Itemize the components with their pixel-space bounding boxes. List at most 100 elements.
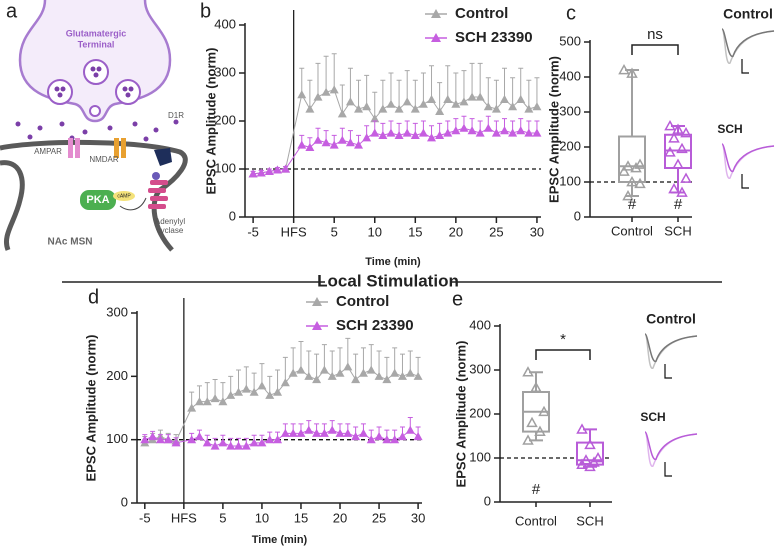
y-tick-label: 100 — [559, 173, 581, 188]
marker — [374, 432, 384, 441]
marker — [210, 394, 220, 403]
postsynaptic-membrane — [0, 160, 25, 251]
y-tick-label: 100 — [214, 160, 236, 175]
x-tick-label: 30 — [411, 510, 425, 525]
marker — [491, 104, 501, 113]
y-tick-label: 0 — [229, 208, 236, 223]
legend-marker — [312, 321, 322, 330]
marker — [362, 102, 372, 111]
error-bar — [404, 70, 410, 102]
marker — [249, 438, 259, 447]
marker — [532, 128, 542, 137]
marker — [390, 368, 400, 377]
marker — [288, 368, 298, 377]
marker — [296, 365, 306, 374]
section-title: Local Stimulation — [317, 271, 459, 290]
camp — [113, 191, 135, 201]
trace — [721, 143, 775, 172]
y-axis-label: EPSC Amplitude (norm) — [546, 56, 561, 203]
nmdar-label: NMDAR — [89, 155, 119, 164]
x-axis-label: Time (min) — [365, 256, 421, 268]
trace-label: Control — [723, 6, 773, 22]
trace-label: Control — [646, 311, 696, 327]
marker — [397, 432, 407, 441]
point — [538, 405, 550, 417]
marker — [327, 425, 337, 434]
marker — [194, 432, 204, 441]
x-tick-label: 30 — [530, 224, 544, 239]
trace — [644, 431, 698, 467]
marker — [508, 102, 518, 111]
x-tick-label: -5 — [247, 224, 259, 239]
marker — [319, 428, 329, 437]
point — [680, 172, 692, 183]
panel-label: d — [88, 286, 99, 308]
y-tick-label: 200 — [559, 138, 581, 153]
marker — [394, 130, 404, 139]
cyclase-label: cyclase — [157, 226, 184, 235]
ampar-label: AMPAR — [34, 147, 62, 156]
marker — [264, 166, 274, 175]
marker — [370, 114, 380, 123]
d1r — [154, 148, 172, 166]
pka — [80, 190, 116, 210]
error-bar — [396, 79, 402, 109]
point — [668, 132, 680, 143]
y-tick-label: 400 — [469, 317, 491, 332]
error-bar — [420, 72, 426, 105]
marker — [532, 102, 542, 111]
error-bar — [315, 62, 321, 97]
postsynaptic-membrane — [0, 139, 188, 252]
legend-marker — [431, 9, 441, 18]
error-bar — [510, 77, 516, 107]
y-tick-label: 300 — [469, 361, 491, 376]
y-tick-label: 300 — [106, 304, 128, 319]
marker — [234, 387, 244, 396]
marker — [413, 432, 423, 441]
marker — [218, 397, 228, 406]
marker — [280, 428, 290, 437]
error-bar — [345, 337, 351, 367]
g-protein — [152, 172, 160, 180]
error-bar — [412, 79, 418, 109]
point — [668, 182, 680, 194]
marker — [335, 428, 345, 437]
point — [664, 146, 676, 157]
cyclase-label: Adenylyl — [155, 217, 185, 226]
marker — [524, 104, 534, 113]
point — [676, 142, 688, 154]
marker — [140, 435, 150, 444]
marker — [297, 90, 307, 99]
ampar — [68, 138, 73, 158]
y-tick-label: 200 — [106, 368, 128, 383]
marker — [312, 375, 322, 384]
marker — [321, 87, 331, 96]
point — [584, 438, 596, 450]
camp-label: cAMP — [117, 193, 131, 199]
x-tick-label: Control — [515, 513, 557, 528]
marker — [273, 387, 283, 396]
y-tick-label: 200 — [469, 405, 491, 420]
marker — [148, 432, 158, 441]
y-tick-label: 100 — [106, 431, 128, 446]
marker — [345, 97, 355, 106]
marker — [281, 164, 291, 173]
x-tick-label: HFS — [171, 510, 197, 525]
marker — [459, 97, 469, 106]
trace — [721, 28, 775, 64]
point — [618, 165, 630, 176]
point — [580, 454, 592, 465]
x-tick-label: 15 — [408, 224, 422, 239]
marker — [234, 441, 244, 450]
marker — [272, 165, 282, 174]
terminal-label: Glutamatergic — [66, 28, 127, 38]
error-bar — [461, 70, 467, 102]
trace — [644, 431, 698, 460]
marker — [475, 128, 485, 137]
marker — [475, 92, 485, 101]
scale-bar — [664, 462, 672, 477]
marker — [467, 126, 477, 135]
marker — [257, 438, 267, 447]
d1r-label: D1R — [168, 111, 184, 120]
